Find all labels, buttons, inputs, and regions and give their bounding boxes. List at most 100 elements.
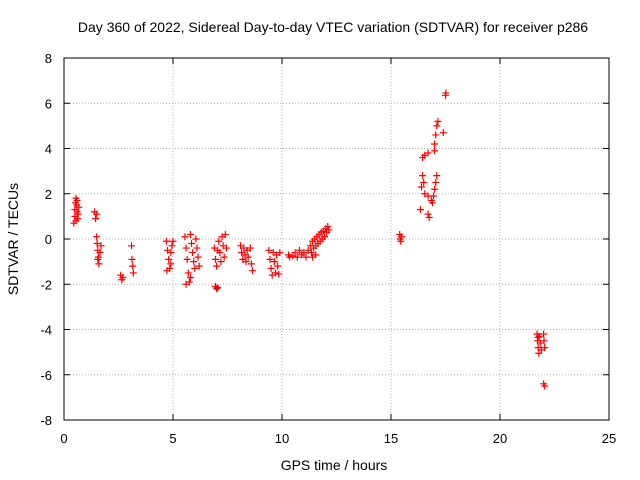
y-tick-label: -2 xyxy=(40,277,52,292)
data-point xyxy=(534,333,542,341)
data-point xyxy=(291,249,299,257)
data-point xyxy=(222,244,230,252)
x-tick-label: 0 xyxy=(60,431,67,446)
y-axis-label: SDTVAR / TECUs xyxy=(5,183,21,295)
data-point xyxy=(213,285,221,293)
data-point xyxy=(129,262,137,270)
data-point xyxy=(186,273,194,281)
data-point xyxy=(270,258,278,266)
chart-title: Day 360 of 2022, Sidereal Day-to-day VTE… xyxy=(78,19,588,35)
data-point xyxy=(420,178,428,186)
data-point xyxy=(93,233,101,241)
data-point xyxy=(97,242,105,250)
data-point xyxy=(433,172,441,180)
data-point xyxy=(424,210,432,218)
data-point xyxy=(129,269,137,277)
data-point xyxy=(194,253,202,261)
data-point xyxy=(162,237,170,245)
data-point xyxy=(119,273,127,281)
y-tick-label: 0 xyxy=(45,232,52,247)
data-point xyxy=(312,251,320,259)
y-tick-label: 4 xyxy=(45,142,52,157)
data-point xyxy=(214,284,222,292)
data-point xyxy=(434,117,442,125)
data-point xyxy=(215,237,223,245)
data-point xyxy=(190,258,198,266)
data-point xyxy=(431,185,439,193)
data-point xyxy=(93,210,101,218)
data-point xyxy=(244,253,252,261)
data-point xyxy=(433,122,441,130)
data-point xyxy=(536,339,544,347)
data-point xyxy=(276,249,284,257)
data-point xyxy=(432,131,440,139)
data-points xyxy=(70,89,549,390)
data-point xyxy=(93,240,101,248)
x-tick-label: 15 xyxy=(384,431,398,446)
x-tick-label: 10 xyxy=(275,431,289,446)
x-tick-label: 20 xyxy=(493,431,507,446)
data-point xyxy=(267,264,275,272)
data-point xyxy=(397,237,405,245)
x-axis-label: GPS time / hours xyxy=(281,457,388,473)
data-point xyxy=(425,214,433,222)
x-axis-ticks: 0 5 10 15 20 25 xyxy=(60,58,616,446)
data-point xyxy=(182,244,190,252)
data-point xyxy=(221,230,229,238)
data-point xyxy=(295,246,303,254)
data-point xyxy=(191,264,199,272)
data-point xyxy=(128,242,136,250)
data-point xyxy=(217,258,225,266)
y-tick-label: 8 xyxy=(45,51,52,66)
y-tick-label: -4 xyxy=(40,323,52,338)
data-point xyxy=(188,240,196,248)
data-point xyxy=(275,270,283,278)
data-point xyxy=(72,217,80,225)
data-point xyxy=(92,215,100,223)
data-point xyxy=(397,233,405,241)
data-point xyxy=(307,249,315,257)
data-point xyxy=(266,255,274,263)
data-point xyxy=(265,246,273,254)
x-tick-label: 25 xyxy=(602,431,616,446)
data-point xyxy=(95,260,103,268)
data-point xyxy=(213,262,221,270)
data-point xyxy=(184,269,192,277)
data-point xyxy=(169,237,177,245)
data-point xyxy=(424,149,432,157)
data-point xyxy=(293,253,301,261)
data-point xyxy=(541,382,549,390)
data-point xyxy=(324,223,332,231)
data-point xyxy=(321,233,329,241)
x-tick-label: 5 xyxy=(169,431,176,446)
data-point xyxy=(195,262,203,270)
data-point xyxy=(189,249,197,257)
data-point xyxy=(325,226,333,234)
data-point xyxy=(302,253,310,261)
data-point xyxy=(212,255,220,263)
y-axis-ticks: -8 -6 -4 -2 0 2 4 6 8 xyxy=(40,51,609,428)
data-point xyxy=(186,230,194,238)
data-point xyxy=(167,260,175,268)
data-point xyxy=(216,249,224,257)
data-point xyxy=(535,332,543,340)
data-point xyxy=(286,253,294,261)
data-point xyxy=(75,203,83,211)
data-point xyxy=(167,249,175,257)
data-point xyxy=(182,280,190,288)
data-point xyxy=(540,337,548,345)
data-point xyxy=(220,253,228,261)
data-point xyxy=(181,233,189,241)
data-point xyxy=(247,260,255,268)
data-point xyxy=(73,197,81,205)
data-point xyxy=(300,249,308,257)
y-tick-label: -8 xyxy=(40,413,52,428)
data-point xyxy=(96,249,104,257)
data-point xyxy=(430,192,438,200)
data-point xyxy=(168,242,176,250)
data-point xyxy=(163,267,171,275)
y-tick-label: -6 xyxy=(40,368,52,383)
data-point xyxy=(271,269,279,277)
data-point xyxy=(249,267,257,275)
